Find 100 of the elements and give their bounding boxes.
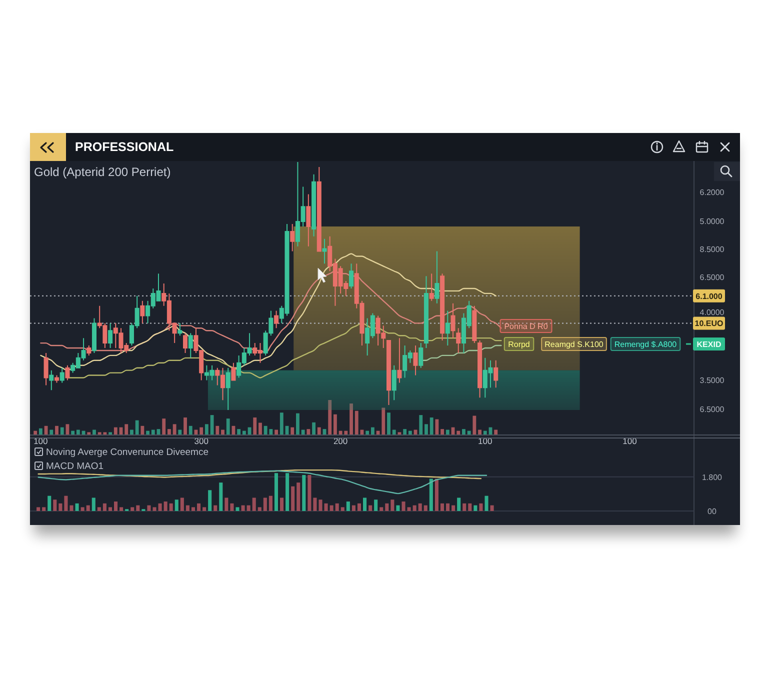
candlestick — [440, 273, 445, 342]
chart-title: PROFESSIONAL — [75, 140, 174, 154]
candlestick — [140, 300, 145, 324]
bar — [92, 498, 96, 511]
bar — [140, 426, 144, 435]
bar — [357, 503, 362, 511]
bar — [308, 474, 312, 511]
bar — [184, 418, 187, 435]
bar — [403, 429, 407, 435]
bar — [452, 505, 456, 511]
candlestick — [429, 273, 434, 302]
chart-subtitle: Gold (Apterid 200 Perriet) — [34, 165, 171, 179]
text: 8.5000 — [700, 244, 725, 254]
bar — [354, 410, 358, 435]
bar — [396, 505, 400, 511]
bar — [42, 507, 46, 511]
bar — [188, 426, 192, 435]
candlestick — [386, 340, 392, 406]
bar — [108, 507, 112, 511]
annotation: Ponna D R0 — [504, 322, 548, 330]
bar — [120, 507, 124, 511]
bar — [258, 507, 262, 511]
candlestick — [472, 305, 477, 344]
bar — [44, 426, 48, 435]
line-series — [38, 469, 482, 480]
bar — [398, 432, 402, 435]
bar — [55, 426, 58, 435]
bar — [226, 418, 230, 435]
bar — [214, 505, 218, 511]
bar — [424, 424, 428, 435]
bar — [412, 505, 416, 511]
candlestick — [188, 332, 193, 358]
bar — [258, 422, 262, 435]
bar — [147, 505, 151, 511]
candlestick — [306, 194, 311, 247]
ref-line-label: 10.EUO — [694, 318, 724, 328]
bar — [136, 505, 140, 511]
bar — [330, 505, 334, 511]
bar — [368, 505, 372, 511]
candlestick — [178, 322, 182, 336]
text: 6.2000 — [700, 188, 725, 196]
bar — [434, 478, 438, 511]
candlestick — [494, 360, 498, 388]
bar — [370, 427, 374, 435]
bar — [97, 507, 101, 511]
candlestick — [108, 322, 113, 348]
bar — [174, 500, 178, 511]
bar — [430, 418, 434, 435]
bar — [237, 429, 241, 435]
bar — [169, 503, 173, 511]
bar — [180, 498, 184, 511]
candlestick — [413, 345, 418, 376]
candlestick — [231, 362, 236, 381]
bar — [186, 505, 190, 511]
candlestick — [349, 263, 354, 289]
candlestick — [86, 345, 92, 356]
bar — [333, 414, 337, 435]
text: MACD MAO1 — [46, 460, 104, 472]
bar — [419, 415, 423, 435]
bar — [324, 503, 328, 511]
bar — [407, 507, 411, 511]
candlestick — [397, 338, 402, 384]
bar — [346, 502, 350, 511]
bar — [435, 419, 439, 435]
candlestick — [312, 174, 316, 237]
bar — [306, 429, 310, 435]
bar — [204, 424, 208, 435]
bar — [135, 420, 139, 435]
bar — [216, 426, 220, 435]
bar — [312, 422, 316, 435]
bar — [208, 490, 212, 511]
candlestick — [183, 332, 188, 354]
bar — [472, 416, 476, 435]
bar — [162, 418, 166, 435]
text: 3.5000 — [700, 376, 725, 384]
candlestick — [44, 352, 48, 386]
candlestick — [478, 340, 482, 398]
y-tick-label: 1.800 — [702, 472, 723, 482]
bar — [318, 500, 322, 511]
bar — [164, 502, 168, 511]
bar — [313, 498, 317, 511]
bar — [424, 505, 428, 511]
bar — [124, 424, 128, 435]
candlestick — [65, 364, 70, 381]
bar — [232, 426, 236, 435]
bar — [253, 418, 257, 435]
bar — [48, 496, 52, 511]
bar — [302, 474, 306, 511]
bar — [296, 413, 300, 435]
bar — [75, 503, 79, 511]
candlestick — [418, 342, 424, 368]
candlestick — [456, 328, 461, 354]
bar — [58, 503, 62, 511]
candlestick — [274, 310, 279, 329]
bar — [230, 503, 234, 511]
bar — [387, 412, 390, 435]
bar — [385, 503, 389, 511]
bar — [268, 496, 272, 511]
bar — [114, 502, 118, 511]
bar — [286, 473, 290, 511]
